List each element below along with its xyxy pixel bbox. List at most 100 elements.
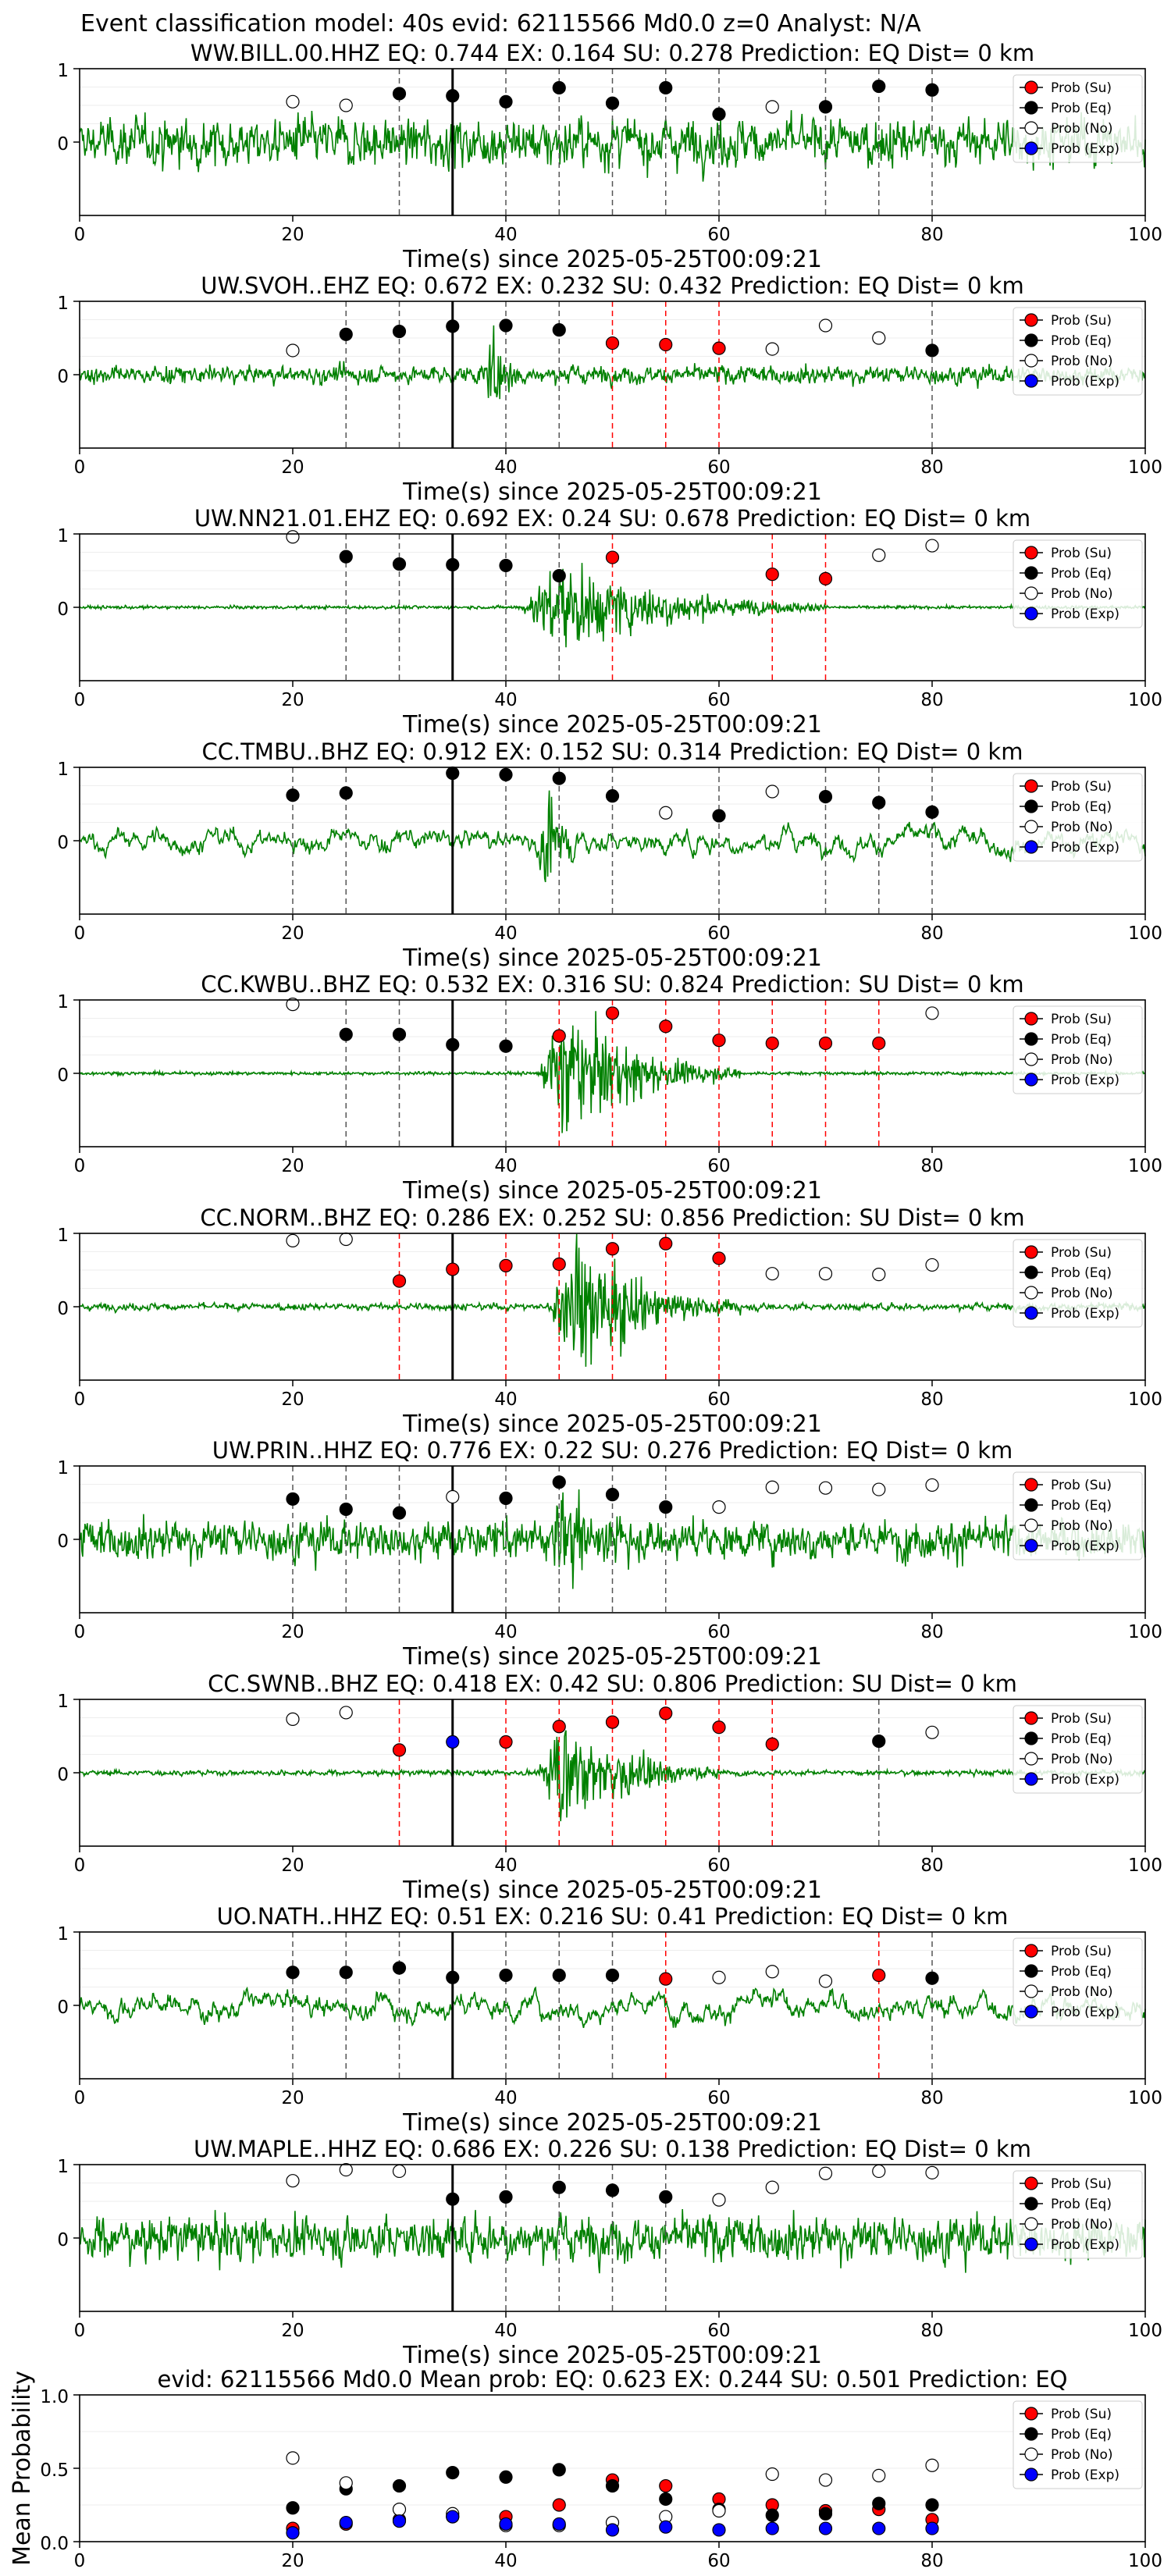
legend-marker-no <box>1024 1984 1038 1998</box>
prob-marker-eq <box>499 558 513 573</box>
legend-label: Prob (Exp) <box>1051 1772 1119 1788</box>
prob-marker-no <box>818 1267 833 1281</box>
legend-label: Prob (Exp) <box>1051 2005 1119 2020</box>
prob-marker-no <box>765 1267 779 1281</box>
legend-marker-su <box>1024 546 1038 560</box>
prob-marker-eq <box>446 2192 460 2206</box>
prob-marker-eq <box>339 550 353 564</box>
legend-label: Prob (No) <box>1051 2217 1113 2233</box>
prob-marker-su <box>605 1715 620 1729</box>
x-tick-label: 40 <box>494 2321 517 2341</box>
panel-title: CC.TMBU..BHZ EQ: 0.912 EX: 0.152 SU: 0.3… <box>202 738 1023 765</box>
waveform-trace <box>79 1986 1146 2028</box>
legend-label: Prob (Exp) <box>1051 2237 1119 2253</box>
prob-marker-eq <box>925 83 939 97</box>
mean-marker-eq <box>872 2496 886 2510</box>
prob-marker-no <box>925 1258 939 1272</box>
prob-marker-no <box>818 1974 833 1988</box>
prob-marker-no <box>286 94 300 109</box>
legend-box <box>1013 74 1143 163</box>
prob-marker-no <box>712 2193 726 2207</box>
prob-marker-su <box>659 1019 673 1034</box>
prob-marker-no <box>818 1481 833 1495</box>
prob-marker-su <box>765 568 779 582</box>
legend-marker-su <box>1024 2176 1038 2190</box>
x-tick-label: 20 <box>281 225 304 245</box>
y-tick-label: 0 <box>57 2230 69 2250</box>
y-tick-label: 0 <box>57 600 69 620</box>
legend-marker-exp <box>1024 1073 1038 1087</box>
panel-title: UW.MAPLE..HHZ EQ: 0.686 EX: 0.226 SU: 0.… <box>194 2136 1031 2162</box>
x-tick-label: 20 <box>281 923 304 944</box>
prob-marker-eq <box>552 771 566 785</box>
y-tick-label: 1.0 <box>40 2387 69 2407</box>
x-tick-label: 60 <box>707 1856 730 1876</box>
x-axis-label: Time(s) since 2025-05-25T00:09:21 <box>402 1877 822 1904</box>
x-tick-label: 40 <box>494 690 517 710</box>
x-tick-label: 80 <box>920 1622 943 1642</box>
x-tick-label: 20 <box>281 2551 304 2571</box>
prob-marker-no <box>818 318 833 333</box>
mean-marker-su <box>659 2478 673 2493</box>
x-tick-label: 80 <box>920 1156 943 1176</box>
prob-marker-eq <box>552 1475 566 1489</box>
prob-marker-no <box>286 1712 300 1726</box>
legend-label: Prob (Su) <box>1051 1478 1112 1493</box>
prob-marker-no <box>712 1970 726 1984</box>
x-tick-label: 20 <box>281 690 304 710</box>
legend-marker-eq <box>1024 1265 1038 1279</box>
panel-title: evid: 62115566 Md0.0 Mean prob: EQ: 0.62… <box>158 2366 1068 2393</box>
legend-label: Prob (Exp) <box>1051 374 1119 390</box>
x-tick-label: 20 <box>281 1156 304 1176</box>
legend-marker-exp <box>1024 2005 1038 2019</box>
prob-marker-su <box>765 1036 779 1051</box>
prob-marker-su <box>552 1720 566 1734</box>
y-tick-label: 1 <box>57 294 69 314</box>
mean-marker-no <box>286 2451 300 2465</box>
prob-marker-no <box>339 98 353 112</box>
prob-marker-su <box>712 1034 726 1048</box>
legend-marker-eq <box>1024 566 1038 580</box>
mean-marker-exp <box>605 2523 620 2537</box>
prob-marker-no <box>339 1706 353 1720</box>
legend-marker-no <box>1024 354 1038 368</box>
x-tick-label: 80 <box>920 2551 943 2571</box>
legend-label: Prob (Exp) <box>1051 141 1119 157</box>
legend-marker-eq <box>1024 1731 1038 1745</box>
prob-marker-su <box>872 1968 886 1983</box>
x-tick-label: 80 <box>920 1856 943 1876</box>
prob-marker-no <box>818 2166 833 2180</box>
legend-marker-exp <box>1024 2237 1038 2251</box>
prob-marker-no <box>659 806 673 820</box>
y-tick-label: 0 <box>57 1765 69 1785</box>
mean-marker-exp <box>499 2517 513 2532</box>
x-tick-label: 100 <box>1128 690 1162 710</box>
prob-marker-su <box>392 1274 407 1288</box>
prob-marker-su <box>446 1262 460 1276</box>
legend-box <box>1013 1239 1143 1328</box>
prob-marker-su <box>712 1720 726 1735</box>
x-axis-label: Time(s) since 2025-05-25T00:09:21 <box>402 479 822 506</box>
legend-label: Prob (Eq) <box>1051 333 1112 349</box>
prob-marker-eq <box>499 1491 513 1505</box>
legend-marker-no <box>1024 820 1038 834</box>
legend-label: Prob (No) <box>1051 1752 1113 1767</box>
x-tick-label: 60 <box>707 1622 730 1642</box>
x-tick-label: 0 <box>74 1856 86 1876</box>
x-tick-label: 100 <box>1128 457 1162 478</box>
legend-marker-su <box>1024 1012 1038 1026</box>
legend-marker-su <box>1024 1944 1038 1958</box>
x-axis-label: Time(s) since 2025-05-25T00:09:21 <box>402 1643 822 1670</box>
x-tick-label: 40 <box>494 1156 517 1176</box>
mean-marker-no <box>818 2473 833 2487</box>
mean-marker-su <box>552 2498 566 2512</box>
prob-marker-eq <box>446 319 460 333</box>
legend-marker-eq <box>1024 101 1038 115</box>
legend-marker-su <box>1024 1478 1038 1492</box>
prob-marker-eq <box>286 788 300 802</box>
prob-marker-no <box>925 1478 939 1493</box>
prob-marker-su <box>605 1242 620 1256</box>
x-tick-label: 40 <box>494 2551 517 2571</box>
waveform-trace <box>79 1730 1146 1822</box>
y-tick-label: 0 <box>57 1066 69 1086</box>
